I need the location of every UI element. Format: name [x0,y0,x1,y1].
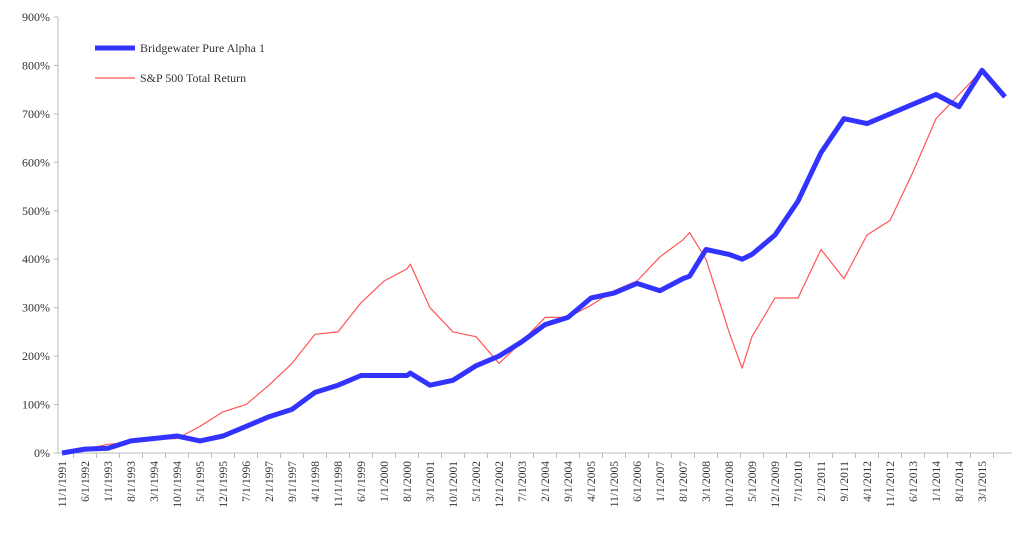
x-tick-label: 10/1/2008 [724,461,736,508]
x-tick-label: 3/1/1994 [149,461,161,502]
x-tick-label: 5/1/1995 [195,461,207,502]
series-line-sp500 [61,69,1006,454]
legend: Bridgewater Pure Alpha 1 S&P 500 Total R… [95,41,265,85]
x-tick-label: 8/1/1993 [126,461,138,502]
series-line-bridgewater [61,67,1007,456]
x-tick-label: 1/1/2000 [379,461,391,502]
x-tick-label: 4/1/2005 [586,461,598,502]
series-lines [61,67,1007,456]
x-tick-label: 7/1/2003 [517,461,529,502]
x-tick-label: 9/1/2004 [563,461,575,502]
x-tick-label: 1/1/2014 [931,461,943,502]
x-tick-label: 4/1/1998 [310,461,322,502]
x-tick-label: 3/1/2015 [977,461,989,502]
x-tick-label: 1/1/2007 [655,461,667,502]
x-tick-label: 8/1/2000 [402,461,414,502]
x-tick-label: 12/1/1995 [218,461,230,508]
x-tick-label: 11/1/2005 [609,461,621,507]
x-tick-label: 3/1/2008 [701,461,713,502]
y-tick-label: 900% [22,10,50,24]
x-tick-label: 12/1/2002 [494,461,506,508]
x-tick-label: 7/1/1996 [241,461,253,502]
x-tick-label: 6/1/2013 [908,461,920,502]
x-tick-label: 10/1/1994 [172,461,184,508]
x-axis: 11/1/1991 6/1/1992 1/1/1993 8/1/1993 3/1/199… [57,452,1012,508]
x-tick-label: 5/1/2009 [747,461,759,502]
y-tick-label: 700% [22,107,50,121]
x-tick-label: 3/1/2001 [425,461,437,502]
x-tick-label: 8/1/2007 [678,461,690,502]
x-tick-label: 6/1/2006 [632,461,644,502]
y-tick-label: 300% [22,301,50,315]
x-tick-label: 11/1/1998 [333,461,345,507]
legend-label-bridgewater: Bridgewater Pure Alpha 1 [140,41,265,55]
x-tick-label: 2/1/2004 [540,461,552,502]
y-tick-label: 100% [22,398,50,412]
y-tick-label: 0% [34,446,50,460]
x-tick-label: 10/1/2001 [448,461,460,508]
x-tick-label: 7/1/2010 [793,461,805,502]
x-tick-label: 2/1/2011 [816,461,828,502]
x-tick-label: 8/1/2014 [954,461,966,502]
x-tick-label: 4/1/2012 [862,461,874,502]
x-tick-label: 9/1/1997 [287,461,299,502]
y-tick-label: 800% [22,58,50,72]
x-tick-label: 6/1/1992 [80,461,92,502]
legend-label-sp500: S&P 500 Total Return [140,71,246,85]
x-tick-label: 11/1/2012 [885,461,897,507]
y-tick-label: 600% [22,155,50,169]
x-tick-label: 11/1/1991 [57,461,69,507]
x-tick-label: 12/1/2009 [770,461,782,508]
y-axis: 0% 100% 200% 300% 400% 500% 600% 700% 800% 900% [22,10,59,460]
y-tick-label: 200% [22,349,50,363]
x-tick-label: 5/1/2002 [471,461,483,502]
y-tick-label: 500% [22,204,50,218]
x-tick-label: 1/1/1993 [103,461,115,502]
x-tick-label: 6/1/1999 [356,461,368,502]
x-tick-label: 2/1/1997 [264,461,276,502]
y-tick-label: 400% [22,252,50,266]
x-tick-label: 9/1/2011 [839,461,851,502]
